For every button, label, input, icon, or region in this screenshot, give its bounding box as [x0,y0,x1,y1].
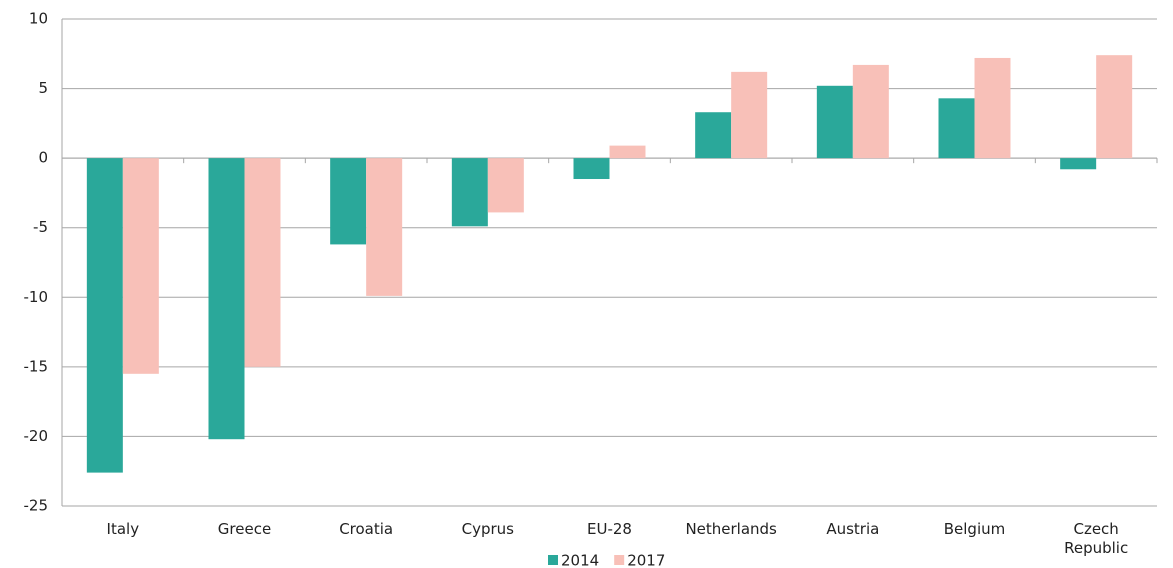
x-tick-label: Croatia [339,520,394,538]
x-tick-label: Czech Republic [1064,520,1129,557]
bar [451,158,488,227]
y-tick-label: -5 [33,218,48,236]
y-tick-label: -25 [24,497,49,515]
legend-swatch [614,555,625,565]
bar [974,57,1011,159]
bar [208,158,245,440]
bar [609,145,646,159]
bar [86,158,123,473]
x-tick-label: Cyprus [461,520,515,538]
bar [852,64,889,159]
bar [695,112,732,159]
y-tick-label: -15 [24,357,49,375]
legend-label: 2014 [561,552,599,568]
y-tick-label: 0 [38,149,48,167]
bar [1060,158,1097,170]
y-tick-label: 5 [38,79,48,97]
y-tick-label: -20 [24,427,49,445]
x-tick-label: Greece [217,520,272,538]
legend-label: 2017 [627,552,665,568]
bar [573,158,610,180]
y-tick-label: 10 [29,10,48,28]
bar [122,158,159,374]
x-tick-label: Belgium [943,520,1006,538]
bar [366,158,403,296]
bar [330,158,367,245]
x-tick-label: Netherlands [685,520,777,538]
bar [1096,55,1133,159]
bar [244,158,281,367]
bar [816,85,853,159]
x-tick-label: Austria [826,520,880,538]
x-tick-label: EU-28 [587,520,632,538]
x-tick-label: Italy [106,520,140,538]
y-tick-label: -10 [24,288,49,306]
bar [731,71,768,159]
bar [487,158,524,213]
bar [938,98,975,159]
legend-swatch [548,555,558,565]
